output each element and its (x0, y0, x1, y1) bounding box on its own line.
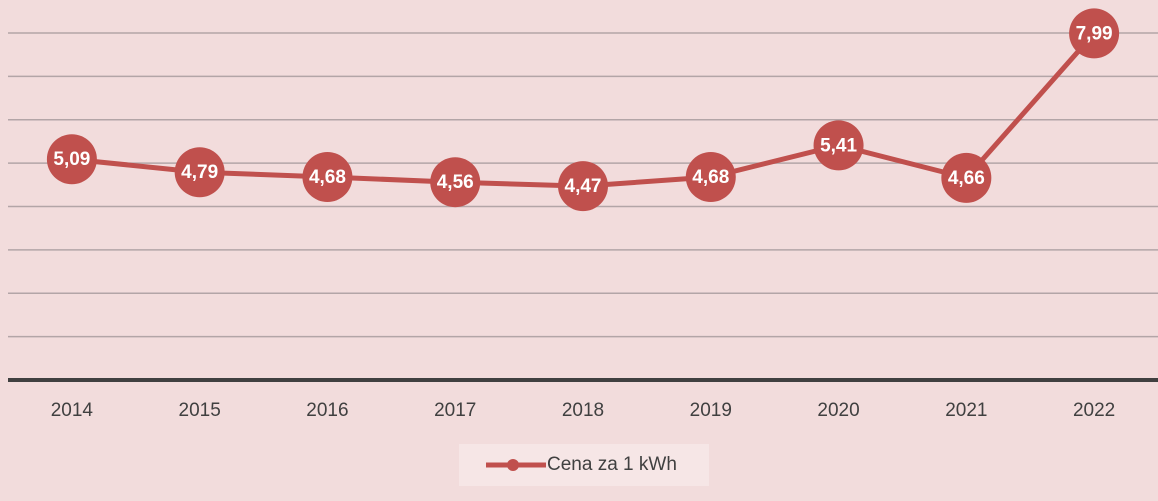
data-label: 4,56 (437, 172, 474, 193)
legend-label: Cena za 1 kWh (547, 454, 677, 475)
data-point (430, 157, 481, 208)
data-label: 4,68 (309, 167, 346, 188)
data-point (174, 147, 225, 198)
data-label: 5,41 (820, 135, 857, 156)
data-point (46, 134, 97, 185)
data-label: 4,68 (692, 167, 729, 188)
data-label: 4,79 (181, 162, 218, 183)
x-tick-label: 2019 (690, 400, 732, 421)
x-tick-label: 2022 (1073, 400, 1115, 421)
x-tick-label: 2021 (945, 400, 987, 421)
x-tick-label: 2015 (179, 400, 221, 421)
x-tick-label: 2017 (434, 400, 476, 421)
data-label: 5,09 (53, 149, 90, 170)
data-point (1069, 8, 1120, 59)
x-tick-label: 2018 (562, 400, 604, 421)
data-point (685, 152, 736, 203)
data-point (941, 152, 992, 203)
data-point (558, 161, 608, 212)
data-point (813, 120, 864, 171)
data-label: 4,47 (565, 176, 602, 197)
x-tick-label: 2014 (51, 400, 94, 421)
data-label: 4,66 (948, 168, 985, 189)
x-tick-label: 2020 (817, 400, 859, 421)
data-point (302, 152, 353, 203)
legend-marker (507, 459, 519, 471)
data-label: 7,99 (1076, 23, 1113, 44)
x-tick-label: 2016 (306, 400, 348, 421)
